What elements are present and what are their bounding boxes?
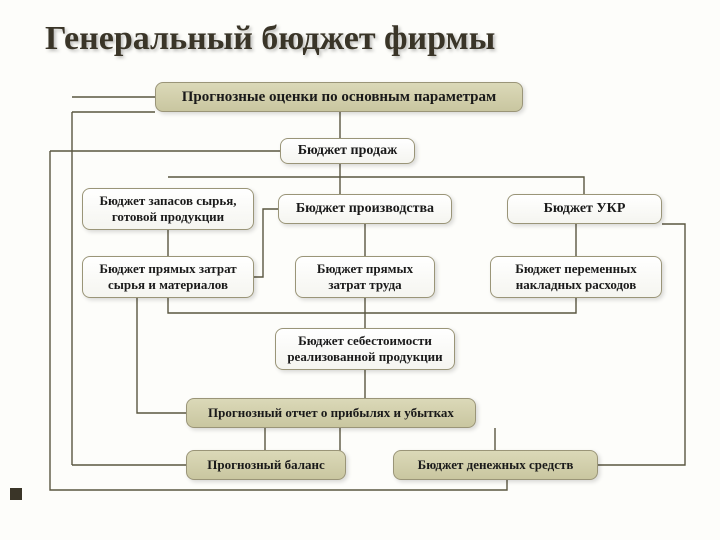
node-prod-budget: Бюджет производства xyxy=(278,194,452,224)
node-overhead-costs: Бюджет переменных накладных расходов xyxy=(490,256,662,298)
node-cost-realized: Бюджет себестоимости реализованной проду… xyxy=(275,328,455,370)
footer-marker xyxy=(10,488,22,500)
node-sales-budget: Бюджет продаж xyxy=(280,138,415,164)
node-forecast-params: Прогнозные оценки по основным параметрам xyxy=(155,82,523,112)
node-stock-budget: Бюджет запасов сырья, готовой продукции xyxy=(82,188,254,230)
node-forecast-balance: Прогнозный баланс xyxy=(186,450,346,480)
node-cash-flow: Бюджет денежных средств xyxy=(393,450,598,480)
node-labor-costs: Бюджет прямых затрат труда xyxy=(295,256,435,298)
node-raw-costs: Бюджет прямых затрат сырья и материалов xyxy=(82,256,254,298)
node-profit-loss: Прогнозный отчет о прибылях и убытках xyxy=(186,398,476,428)
diagram-title: Генеральный бюджет фирмы xyxy=(45,20,495,58)
node-ukr-budget: Бюджет УКР xyxy=(507,194,662,224)
